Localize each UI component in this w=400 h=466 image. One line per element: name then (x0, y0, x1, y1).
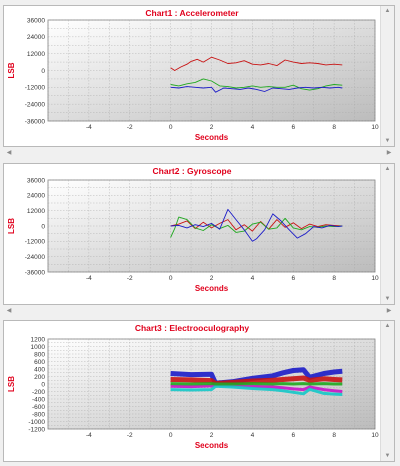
y-tick-label: 36000 (27, 177, 45, 184)
y-tick-label: -12000 (25, 239, 46, 246)
scroll-left-arrow-icon[interactable]: ◀ (6, 150, 12, 156)
y-tick-label: -400 (32, 396, 45, 403)
chart-title: Chart2 : Gyroscope (152, 166, 232, 176)
x-tick-label: 4 (251, 275, 255, 282)
x-tick-label: -2 (127, 124, 133, 131)
series-line-1 (170, 375, 343, 387)
horizontal-scrollbar[interactable]: ◀ ▶ (3, 306, 395, 316)
series-line-2 (170, 383, 343, 393)
scroll-down-arrow-icon[interactable]: ▼ (384, 296, 391, 302)
scroll-right-arrow-icon[interactable]: ▶ (386, 150, 392, 156)
series-group (170, 367, 343, 396)
x-tick-label: 2 (210, 124, 214, 131)
x-tick-label: -4 (86, 275, 92, 282)
series-line-2 (170, 208, 343, 242)
y-tick-label: 0 (41, 381, 45, 388)
y-tick-label: 12000 (27, 208, 45, 215)
x-tick-label: 10 (371, 432, 379, 439)
scroll-up-arrow-icon[interactable]: ▲ (384, 8, 391, 14)
x-axis-title: Seconds (195, 133, 229, 142)
series-line-1 (170, 78, 343, 91)
vertical-scrollbar[interactable]: ▲ ▼ (380, 164, 394, 304)
x-tick-label: 0 (169, 432, 173, 439)
chart1-panel: Chart1 : Accelerometer 36000 24000 12000 0 -… (3, 5, 395, 147)
x-tick-label: 10 (371, 275, 379, 282)
x-axis-title: Seconds (195, 441, 229, 450)
y-tick-label: 0 (41, 68, 45, 75)
y-axis-title: LSB (7, 62, 16, 78)
x-tick-label: -2 (127, 275, 133, 282)
chart2-panel: Chart2 : Gyroscope 36000 24000 12000 0 -1200… (3, 163, 395, 305)
x-tick-label: 10 (371, 124, 379, 131)
horizontal-scrollbar[interactable]: ◀ ▶ (3, 148, 395, 158)
chart2-plot: 36000 24000 12000 0 -12000 -24000 -36000 -4 -2 0 2… (7, 177, 379, 293)
y-tick-label: 0 (41, 223, 45, 230)
y-tick-label: 1200 (31, 336, 46, 343)
x-tick-label: -4 (86, 432, 92, 439)
y-tick-label: 400 (34, 366, 45, 373)
y-tick-label: -200 (32, 389, 45, 396)
chart3-plot: 120010008006004002000-200-400-600-800-10… (7, 336, 379, 450)
x-tick-label: -2 (127, 432, 133, 439)
x-tick-label: -4 (86, 124, 92, 131)
x-tick-label: 2 (210, 275, 214, 282)
x-tick-label: 4 (251, 432, 255, 439)
y-tick-label: -36000 (25, 269, 46, 276)
scroll-left-arrow-icon[interactable]: ◀ (6, 308, 12, 314)
x-tick-label: 6 (291, 275, 295, 282)
series-line-2 (170, 86, 343, 93)
x-axis-title: Seconds (195, 284, 229, 293)
x-tick-label: 0 (169, 124, 173, 131)
series-group (170, 56, 343, 93)
series-line-3 (170, 384, 343, 396)
x-tick-label: 6 (291, 432, 295, 439)
series-line-1 (170, 216, 343, 238)
scroll-down-arrow-icon[interactable]: ▼ (384, 453, 391, 459)
x-tick-label: 6 (291, 124, 295, 131)
series-group (170, 208, 343, 242)
vertical-scrollbar[interactable]: ▲ ▼ (380, 321, 394, 461)
y-tick-label: 1000 (31, 344, 46, 351)
vertical-scrollbar[interactable]: ▲ ▼ (380, 6, 394, 146)
scroll-up-arrow-icon[interactable]: ▲ (384, 323, 391, 329)
scroll-down-arrow-icon[interactable]: ▼ (384, 138, 391, 144)
scroll-right-arrow-icon[interactable]: ▶ (386, 308, 392, 314)
chart-title: Chart3 : Electrooculography (134, 323, 250, 333)
y-tick-label: -36000 (25, 118, 46, 125)
x-tick-label: 4 (251, 124, 255, 131)
chart1-plot: 36000 24000 12000 0 -12000 -24000 -36000 -4 -2 0 2… (7, 17, 379, 142)
x-tick-label: 2 (210, 432, 214, 439)
y-axis-title: LSB (7, 218, 16, 234)
x-tick-label: 0 (169, 275, 173, 282)
y-tick-label: 36000 (27, 17, 45, 24)
series-line-0 (170, 367, 343, 386)
y-tick-label: 24000 (27, 34, 45, 41)
y-axis-title: LSB (7, 376, 16, 392)
y-tick-label: -24000 (25, 254, 46, 261)
y-tick-label: -1000 (28, 419, 45, 426)
y-tick-label: -24000 (25, 101, 46, 108)
y-tick-label: -600 (32, 404, 45, 411)
y-tick-label: -1200 (28, 426, 45, 433)
y-tick-label: -800 (32, 411, 45, 418)
x-tick-label: 8 (332, 432, 336, 439)
x-tick-label: 8 (332, 124, 336, 131)
chart-title: Chart1 : Accelerometer (145, 8, 239, 18)
y-tick-label: 12000 (27, 51, 45, 58)
series-line-0 (170, 56, 343, 71)
y-tick-label: 24000 (27, 193, 45, 200)
chart3-panel: Chart3 : Electrooculography 1200 1000 800 6… (3, 320, 395, 462)
y-tick-label: 200 (34, 374, 45, 381)
y-tick-label: 600 (34, 359, 45, 366)
scroll-up-arrow-icon[interactable]: ▲ (384, 166, 391, 172)
x-tick-label: 8 (332, 275, 336, 282)
y-tick-label: -12000 (25, 85, 46, 92)
y-tick-label: 800 (34, 351, 45, 358)
